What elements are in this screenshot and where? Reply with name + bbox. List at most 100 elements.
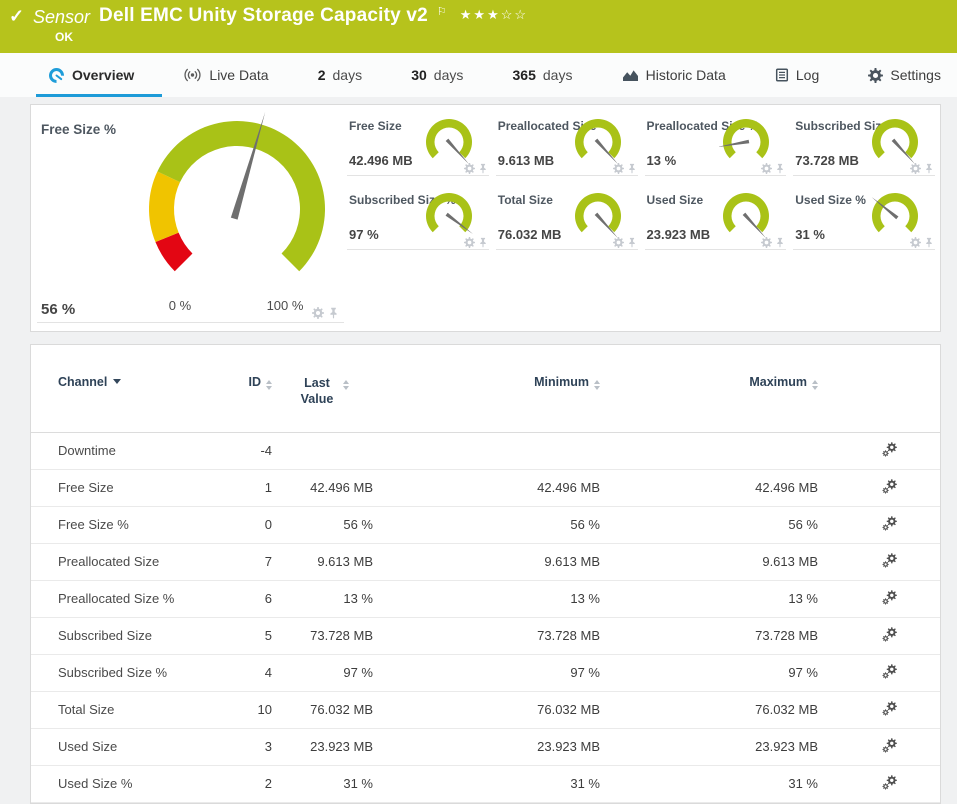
- channel-id: 6: [227, 580, 272, 618]
- channel-minimum: 56 %: [373, 506, 600, 544]
- gear-icon[interactable]: [463, 163, 475, 174]
- channel-maximum: 97 %: [600, 654, 818, 692]
- tab-historic-data[interactable]: Historic Data: [622, 53, 726, 97]
- gear-icon[interactable]: [761, 163, 773, 174]
- channel-row: Used Size 3 23.923 MB 23.923 MB 23.923 M…: [31, 728, 940, 766]
- channel-minimum: 9.613 MB: [373, 543, 600, 581]
- pin-icon[interactable]: [628, 237, 636, 248]
- column-header-minimum[interactable]: Minimum: [373, 345, 600, 433]
- tab-settings[interactable]: Settings: [868, 53, 941, 97]
- channel-name: Free Size %: [31, 506, 227, 544]
- column-header-maximum[interactable]: Maximum: [600, 345, 818, 433]
- channel-name: Subscribed Size: [31, 617, 227, 655]
- tab-number: 2: [317, 67, 326, 83]
- gauge-title: Free Size %: [41, 122, 117, 137]
- channel-last-value: 23.923 MB: [272, 728, 373, 766]
- sort-icon[interactable]: [266, 380, 272, 390]
- channel-minimum: 97 %: [373, 654, 600, 692]
- channel-settings-gears-icon[interactable]: [882, 552, 898, 568]
- gear-icon[interactable]: [312, 307, 324, 319]
- channel-settings-gears-icon[interactable]: [882, 737, 898, 753]
- tab-unit: days: [332, 67, 363, 83]
- gauge-value: 9.613 MB: [497, 153, 555, 168]
- channel-name: Preallocated Size %: [31, 580, 227, 618]
- channel-name: Total Size: [31, 691, 227, 729]
- channel-settings-gears-icon[interactable]: [882, 478, 898, 494]
- gauge-title: Preallocated Size: [497, 119, 597, 133]
- channel-id: 0: [227, 506, 272, 544]
- tab-365-days[interactable]: 365 days: [513, 53, 573, 97]
- channel-minimum: 23.923 MB: [373, 728, 600, 766]
- mini-gauge: [716, 116, 779, 170]
- pin-icon[interactable]: [628, 163, 636, 174]
- column-header-id[interactable]: ID: [227, 345, 272, 433]
- channel-maximum: 23.923 MB: [600, 728, 818, 766]
- tab-bar: Overview Live Data 2 days 30 days 365 da…: [0, 53, 957, 97]
- gear-icon[interactable]: [761, 237, 773, 248]
- pin-icon[interactable]: [925, 163, 933, 174]
- channel-settings-gears-icon[interactable]: [882, 663, 898, 679]
- channel-settings-gears-icon[interactable]: [882, 441, 898, 457]
- tab-log[interactable]: Log: [775, 53, 819, 97]
- channel-row: Preallocated Size % 6 13 % 13 % 13 %: [31, 580, 940, 618]
- table-header-row: Channel ID Last Value Minimum Maximum: [31, 345, 940, 433]
- column-header-channel[interactable]: Channel: [31, 345, 227, 433]
- gear-icon[interactable]: [910, 237, 921, 248]
- channel-maximum: 56 %: [600, 506, 818, 544]
- gauge-title: Free Size: [349, 119, 402, 133]
- channel-row: Free Size 1 42.496 MB 42.496 MB 42.496 M…: [31, 469, 940, 507]
- gear-icon[interactable]: [612, 163, 624, 174]
- main-gauge-tile: Free Size % 0 % 100 % 56 %: [37, 111, 344, 323]
- log-icon: [775, 68, 788, 82]
- priority-flag-icon[interactable]: ⚐: [436, 6, 447, 18]
- tab-label: Log: [795, 67, 820, 83]
- gauge-title: Subscribed Size %: [349, 193, 456, 207]
- channel-last-value: [272, 432, 373, 470]
- channel-maximum: [600, 432, 818, 470]
- gear-icon[interactable]: [463, 237, 475, 248]
- gauge-title: Subscribed Size: [795, 119, 888, 133]
- pin-icon[interactable]: [329, 307, 338, 319]
- sort-icon[interactable]: [812, 380, 818, 390]
- sort-icon[interactable]: [343, 380, 349, 390]
- gauge-icon: [49, 67, 64, 83]
- mini-gauge: [719, 190, 779, 244]
- channel-row: Used Size % 2 31 % 31 % 31 %: [31, 765, 940, 803]
- channel-settings-gears-icon[interactable]: [882, 589, 898, 605]
- gauges-panel: Free Size % 0 % 100 % 56 % Free Size 42.…: [30, 104, 941, 332]
- channel-row: Subscribed Size 5 73.728 MB 73.728 MB 73…: [31, 617, 940, 655]
- column-header-last-value[interactable]: Last Value: [272, 345, 373, 433]
- channel-settings-gears-icon[interactable]: [882, 700, 898, 716]
- pin-icon[interactable]: [776, 163, 784, 174]
- channel-settings-gears-icon[interactable]: [882, 515, 898, 531]
- priority-stars[interactable]: ★★★☆☆: [459, 7, 529, 22]
- tab-label: Overview: [72, 67, 135, 83]
- pin-icon[interactable]: [479, 163, 487, 174]
- channel-maximum: 31 %: [600, 765, 818, 803]
- gear-icon[interactable]: [910, 163, 921, 174]
- channel-minimum: 76.032 MB: [373, 691, 600, 729]
- channel-id: 10: [227, 691, 272, 729]
- pin-icon[interactable]: [479, 237, 487, 248]
- channel-maximum: 42.496 MB: [600, 469, 818, 507]
- channel-settings-gears-icon[interactable]: [882, 774, 898, 790]
- gear-icon[interactable]: [612, 237, 624, 248]
- mini-gauge-tile: Total Size 76.032 MB: [495, 185, 638, 250]
- channel-name: Used Size: [31, 728, 227, 766]
- chevron-down-icon[interactable]: [113, 379, 122, 384]
- channel-settings-gears-icon[interactable]: [882, 626, 898, 642]
- channel-last-value: 97 %: [272, 654, 373, 692]
- sort-icon[interactable]: [594, 380, 600, 390]
- tab-2-days[interactable]: 2 days: [318, 53, 362, 97]
- status-badge: OK: [55, 30, 73, 44]
- pin-icon[interactable]: [776, 237, 784, 248]
- mini-gauge-tile: Preallocated Size % 13 %: [644, 111, 787, 176]
- channel-last-value: 42.496 MB: [272, 469, 373, 507]
- gauge-min-label: 0 %: [168, 298, 192, 313]
- channel-row: Preallocated Size 7 9.613 MB 9.613 MB 9.…: [31, 543, 940, 581]
- tab-live-data[interactable]: Live Data: [183, 53, 269, 97]
- mini-gauge: [422, 116, 482, 170]
- tab-overview[interactable]: Overview: [35, 53, 163, 97]
- tab-30-days[interactable]: 30 days: [411, 53, 463, 97]
- pin-icon[interactable]: [925, 237, 933, 248]
